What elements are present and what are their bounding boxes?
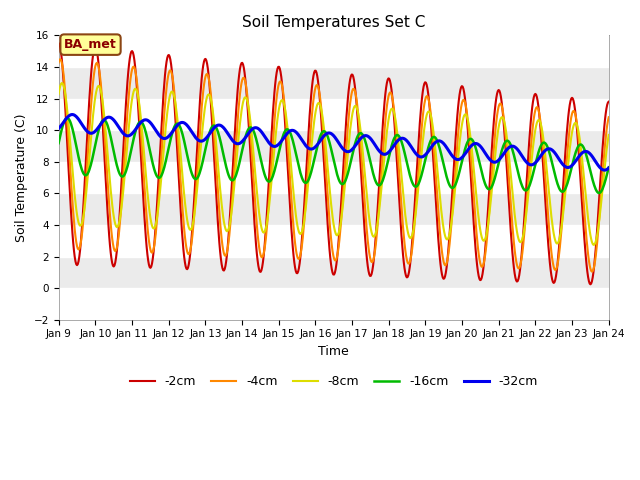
-4cm bbox=[417, 129, 425, 135]
Bar bbox=[59, 130, 609, 162]
Line: -2cm: -2cm bbox=[59, 43, 609, 284]
Line: -4cm: -4cm bbox=[59, 59, 609, 272]
-2cm bbox=[401, 265, 408, 271]
-16cm bbox=[417, 173, 425, 179]
-8cm bbox=[589, 242, 597, 248]
-8cm bbox=[417, 153, 425, 159]
-32cm bbox=[600, 167, 608, 173]
-2cm bbox=[55, 40, 63, 46]
-4cm bbox=[588, 269, 596, 275]
Bar bbox=[59, 98, 609, 130]
-32cm bbox=[401, 136, 409, 142]
-16cm bbox=[178, 129, 186, 135]
-32cm bbox=[65, 113, 72, 119]
Bar bbox=[59, 162, 609, 193]
-8cm bbox=[605, 132, 612, 138]
-32cm bbox=[207, 129, 215, 135]
-16cm bbox=[63, 115, 71, 121]
-8cm bbox=[58, 80, 65, 86]
-4cm bbox=[122, 131, 130, 137]
-16cm bbox=[605, 165, 612, 170]
Text: BA_met: BA_met bbox=[64, 38, 117, 51]
Line: -16cm: -16cm bbox=[59, 118, 609, 193]
-8cm bbox=[207, 96, 215, 102]
-8cm bbox=[178, 166, 186, 171]
-4cm bbox=[605, 114, 612, 120]
-2cm bbox=[206, 90, 214, 96]
-32cm bbox=[68, 112, 76, 118]
-16cm bbox=[401, 153, 409, 158]
-16cm bbox=[595, 190, 603, 196]
-16cm bbox=[122, 168, 130, 174]
Bar bbox=[59, 256, 609, 288]
-32cm bbox=[122, 132, 130, 138]
Y-axis label: Soil Temperature (C): Soil Temperature (C) bbox=[15, 113, 28, 242]
-32cm bbox=[178, 120, 186, 125]
-8cm bbox=[401, 212, 409, 217]
-4cm bbox=[56, 56, 64, 62]
-16cm bbox=[55, 140, 63, 146]
-8cm bbox=[55, 91, 63, 97]
-2cm bbox=[65, 167, 72, 172]
Bar bbox=[59, 67, 609, 98]
-4cm bbox=[207, 92, 215, 97]
-2cm bbox=[586, 281, 594, 287]
-2cm bbox=[122, 113, 129, 119]
Legend: -2cm, -4cm, -8cm, -16cm, -32cm: -2cm, -4cm, -8cm, -16cm, -32cm bbox=[125, 370, 543, 393]
X-axis label: Time: Time bbox=[318, 345, 349, 358]
Bar bbox=[59, 225, 609, 256]
-8cm bbox=[65, 130, 73, 136]
-16cm bbox=[65, 117, 73, 123]
-8cm bbox=[122, 157, 130, 163]
-32cm bbox=[55, 126, 63, 132]
-2cm bbox=[605, 99, 612, 105]
Bar bbox=[59, 288, 609, 320]
-16cm bbox=[207, 126, 215, 132]
Line: -32cm: -32cm bbox=[59, 115, 609, 170]
Bar bbox=[59, 193, 609, 225]
-4cm bbox=[401, 247, 409, 252]
-32cm bbox=[417, 154, 425, 160]
-32cm bbox=[605, 165, 612, 171]
-2cm bbox=[417, 111, 424, 117]
Bar bbox=[59, 36, 609, 67]
-2cm bbox=[177, 216, 185, 221]
Title: Soil Temperatures Set C: Soil Temperatures Set C bbox=[242, 15, 426, 30]
-4cm bbox=[65, 151, 73, 157]
-4cm bbox=[178, 196, 186, 202]
-4cm bbox=[55, 60, 63, 65]
Line: -8cm: -8cm bbox=[59, 83, 609, 245]
